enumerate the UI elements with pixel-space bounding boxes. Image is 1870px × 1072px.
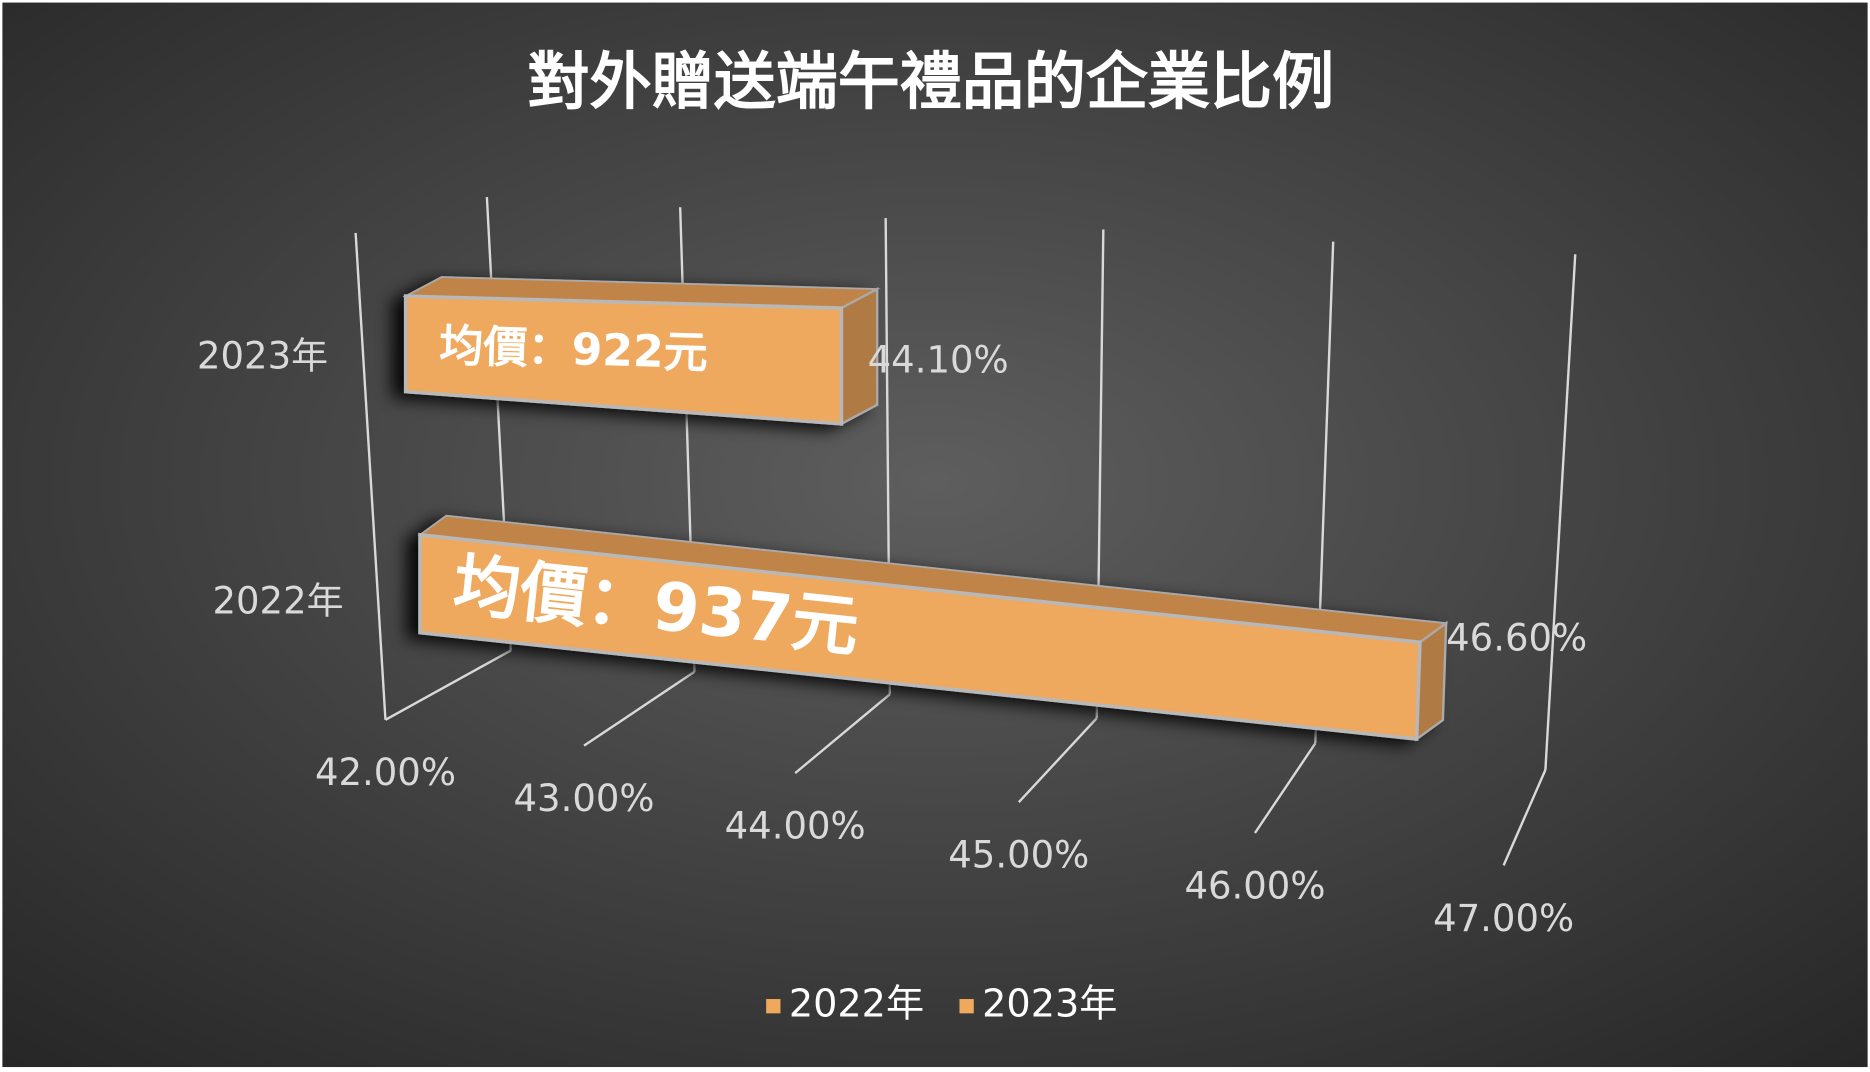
bar-group <box>402 276 881 426</box>
chart-title: 對外贈送端午禮品的企業比例 <box>528 45 1335 118</box>
y-tick-label: 2023年 <box>197 335 328 378</box>
data-label: 44.10% <box>868 338 1009 381</box>
x-tick-label: 46.00% <box>1184 864 1325 907</box>
legend-marker <box>959 999 974 1014</box>
bar-side <box>1415 620 1448 742</box>
legend-label: 2022年 <box>789 983 924 1027</box>
floor-line <box>1502 769 1547 866</box>
floor-line <box>583 670 696 747</box>
x-tick-label: 47.00% <box>1433 897 1574 940</box>
side-wall-edge <box>354 232 387 720</box>
bar-group <box>417 514 1449 742</box>
floor-line <box>384 649 512 721</box>
x-tick-label: 45.00% <box>948 834 1089 877</box>
bar <box>418 532 1422 742</box>
labels: 42.00% 43.00% 44.00% 45.00% 46.00% 47.00% 2022… <box>197 335 1587 1027</box>
y-tick-label: 2022年 <box>212 579 343 622</box>
x-tick-label: 44.00% <box>725 805 866 848</box>
bar <box>403 294 844 426</box>
floor-line <box>1253 742 1317 834</box>
x-tick-label: 43.00% <box>514 777 655 820</box>
bar-annotation: 均價：922元 <box>439 321 709 379</box>
legend-marker <box>766 999 781 1014</box>
x-tick-label: 42.00% <box>315 751 456 794</box>
grid-line <box>1544 254 1577 770</box>
floor-line <box>794 693 891 775</box>
floor-line <box>1017 717 1098 804</box>
data-label: 46.60% <box>1446 616 1587 659</box>
legend-label: 2023年 <box>982 983 1117 1027</box>
